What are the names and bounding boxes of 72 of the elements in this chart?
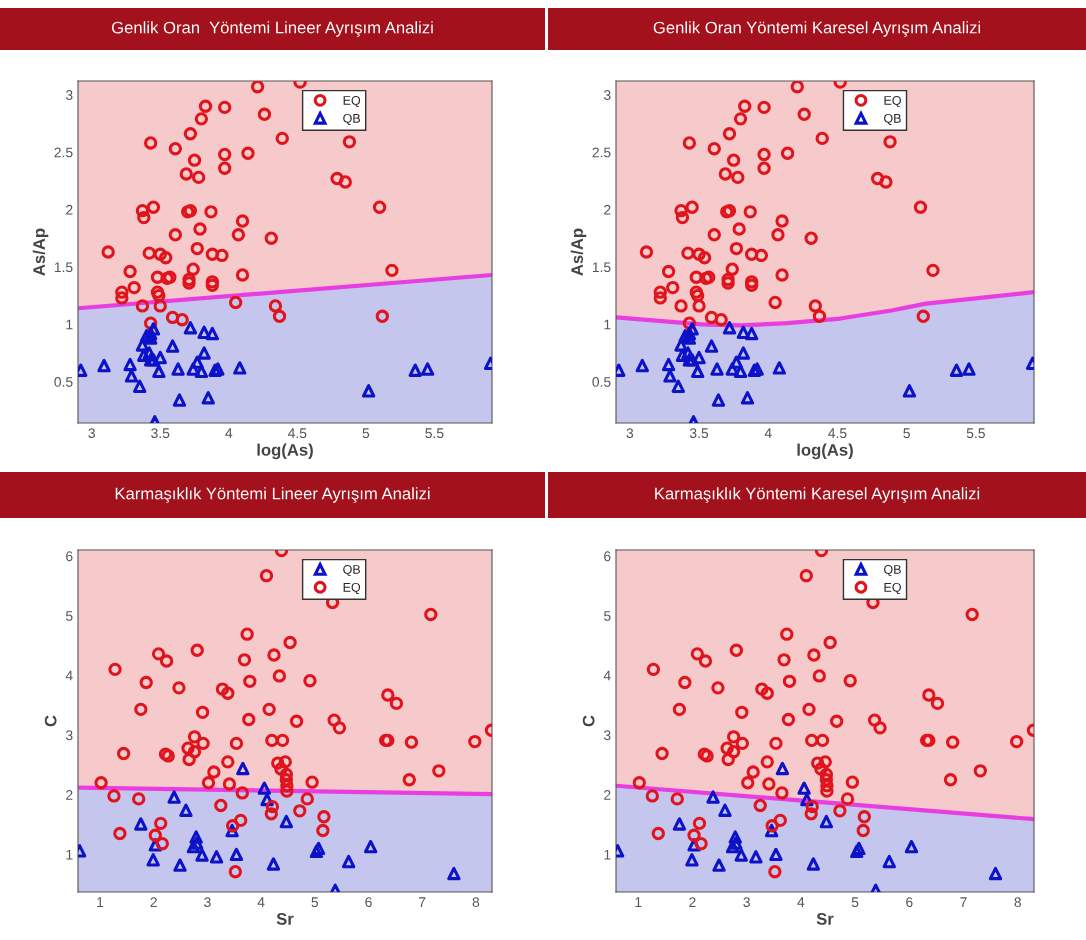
x-axis-title: log(As)	[797, 443, 853, 460]
y-tick-label: 2	[604, 204, 611, 215]
x-tick-label: 7	[419, 897, 426, 907]
y-axis-title: C	[44, 715, 57, 727]
x-tick-label: 6	[365, 897, 372, 908]
x-tick-label: 1	[635, 897, 642, 907]
x-tick-label: 7	[960, 897, 967, 907]
x-tick-label: 2	[689, 897, 696, 907]
y-tick-label: 1	[66, 319, 73, 330]
x-tick-label: 2	[150, 897, 157, 907]
y-tick-label: 3	[603, 90, 611, 100]
x-tick-label: 1	[97, 897, 104, 907]
y-tick-label: 4	[603, 670, 611, 681]
legend-label: EQ	[343, 96, 361, 108]
y-tick-label: 3	[65, 90, 73, 100]
y-tick-label: 0.5	[54, 377, 73, 387]
y-tick-label: 1	[604, 319, 611, 330]
x-axis-title: Sr	[816, 913, 834, 925]
x-tick-label: 5	[311, 897, 319, 908]
x-tick-label: 4	[225, 428, 233, 438]
y-tick-label: 1	[66, 849, 73, 860]
y-tick-label: 1.5	[592, 262, 611, 273]
y-tick-label: 2	[604, 790, 611, 800]
legend-label: EQ	[884, 582, 901, 594]
y-tick-label: 2.5	[54, 147, 73, 158]
x-tick-label: 8	[472, 897, 480, 908]
legend-label: EQ	[884, 96, 901, 108]
y-tick-label: 5	[603, 611, 611, 621]
y-tick-label: 5	[65, 611, 73, 621]
legend-label: QB	[343, 113, 361, 125]
x-tick-label: 4.5	[288, 428, 307, 439]
x-tick-label: 3	[626, 428, 634, 439]
x-tick-label: 5	[851, 897, 859, 908]
x-tick-label: 3	[88, 428, 95, 439]
y-tick-label: 6	[66, 551, 73, 562]
x-tick-label: 3.5	[151, 428, 170, 439]
chart-title: Karmaşıklık Yöntemi Lineer Ayrışım Analizi	[115, 487, 430, 503]
y-tick-label: 6	[604, 551, 611, 562]
x-tick-label: 6	[906, 897, 913, 908]
x-axis-title: log(As)	[257, 443, 313, 460]
y-tick-label: 4	[65, 670, 73, 681]
y-tick-label: 2	[66, 790, 73, 800]
y-tick-label: 2.5	[592, 147, 611, 158]
y-tick-label: 1.5	[54, 262, 73, 273]
y-axis-title: C	[582, 715, 595, 727]
x-tick-label: 5	[903, 428, 910, 439]
y-tick-label: 0.5	[592, 377, 611, 387]
chart-title: Karmaşıklık Yöntemi Karesel Ayrışım Analizi	[655, 487, 980, 503]
y-axis-title: As/Ap	[570, 228, 587, 276]
legend-label: QB	[343, 565, 361, 577]
x-tick-label: 4	[257, 897, 265, 907]
legend-label: QB	[884, 113, 901, 125]
y-tick-label: 2	[66, 204, 73, 215]
legend-label: QB	[884, 565, 901, 577]
chart-title: Genlik Oran Yöntemi Lineer Ayrışım Analizi	[111, 21, 433, 37]
x-tick-label: 5.5	[425, 428, 444, 439]
y-tick-label: 3	[65, 730, 73, 741]
legend-label: EQ	[343, 582, 361, 594]
x-tick-label: 5.5	[966, 428, 985, 439]
x-tick-label: 4.5	[828, 428, 847, 439]
y-tick-label: 1	[604, 849, 611, 860]
x-axis-title: Sr	[276, 913, 294, 925]
chart-title: Genlik Oran Yöntemi Karesel Ayrışım Analizi	[653, 21, 981, 37]
y-axis-title: As/Ap	[32, 228, 49, 276]
x-tick-label: 3.5	[689, 428, 709, 439]
x-tick-label: 5	[362, 428, 370, 439]
x-tick-label: 3	[204, 897, 211, 908]
x-tick-label: 8	[1014, 897, 1021, 908]
y-tick-label: 3	[603, 730, 611, 741]
x-tick-label: 4	[764, 428, 772, 438]
x-tick-label: 4	[797, 897, 805, 907]
x-tick-label: 3	[743, 897, 750, 908]
